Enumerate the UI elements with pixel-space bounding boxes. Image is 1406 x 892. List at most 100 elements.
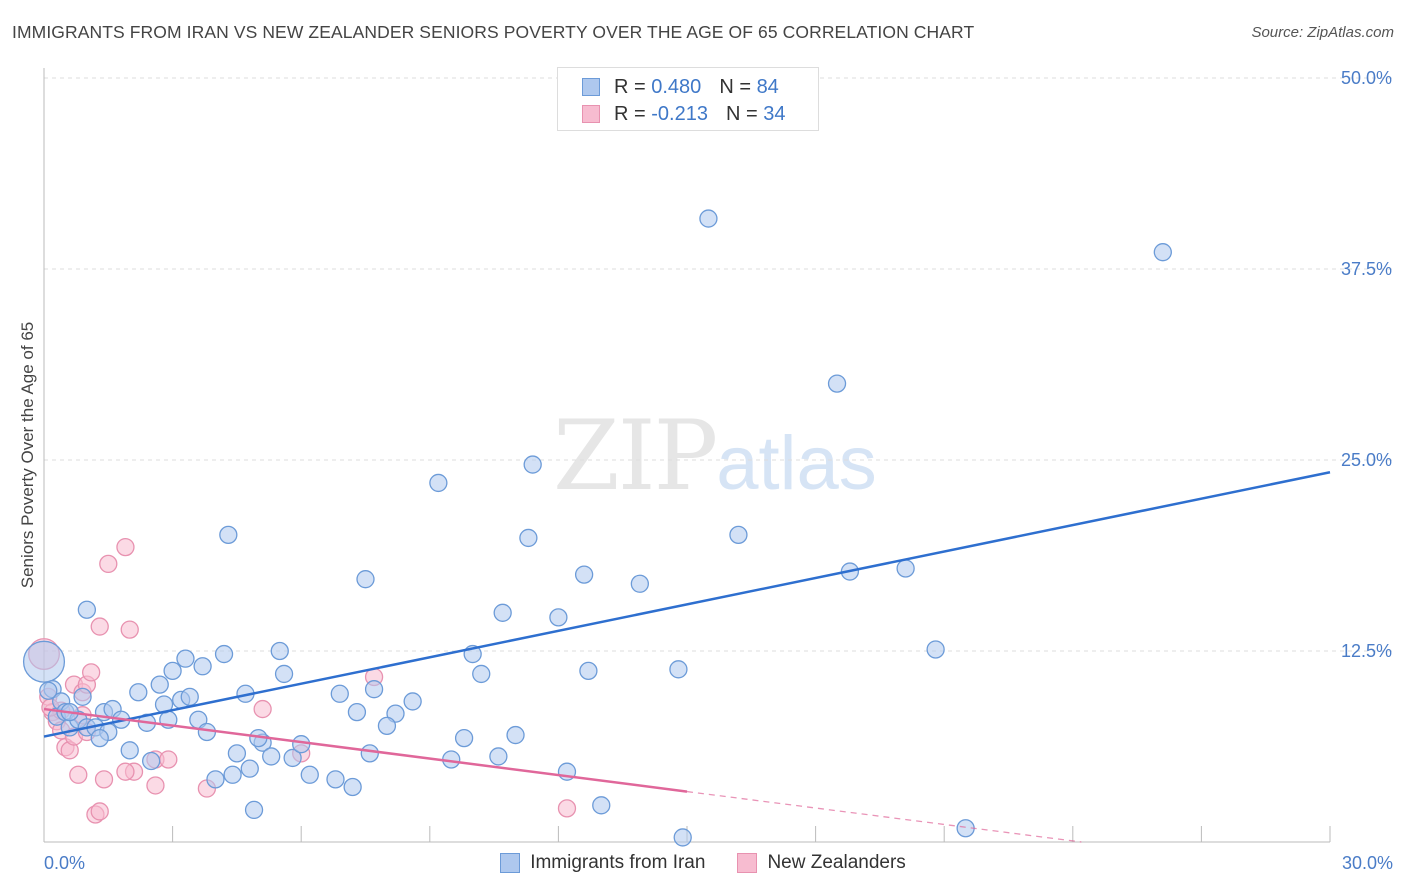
iran-trend-line	[43, 470, 1331, 738]
source-label: Source: ZipAtlas.com	[1251, 24, 1394, 41]
iran-point	[472, 664, 491, 684]
iran-point	[729, 525, 748, 545]
iran-point	[262, 747, 281, 766]
iran-point	[489, 747, 508, 766]
legend-r-label: R =	[614, 75, 646, 98]
legend-n-value: 84	[756, 75, 779, 98]
iran-point	[163, 661, 182, 681]
iran-point	[270, 641, 289, 661]
iran-point	[206, 770, 225, 789]
series-name-nz: New Zealanders	[767, 852, 906, 873]
legend-swatch-iran	[582, 78, 600, 96]
series-legend-iran[interactable]: Immigrants from Iran	[500, 852, 705, 874]
iran-point	[630, 574, 649, 593]
iran-point	[343, 777, 362, 797]
chart-title: IMMIGRANTS FROM IRAN VS NEW ZEALANDER SE…	[12, 22, 975, 42]
nz-point	[146, 776, 165, 795]
iran-point	[22, 640, 66, 683]
legend-r-value: 0.480	[651, 75, 702, 98]
nz-point	[90, 617, 109, 636]
legend-n-label: N =	[725, 102, 758, 125]
series-swatch-nz	[737, 853, 758, 873]
x-tick-label-min: 0.0%	[44, 853, 85, 873]
legend-n-label: N =	[719, 75, 751, 98]
iran-point	[214, 644, 234, 664]
nz-point	[120, 620, 139, 639]
legend-n-value: 34	[763, 102, 786, 125]
iran-point	[90, 728, 109, 748]
iran-point	[377, 716, 397, 736]
iran-point	[142, 751, 161, 771]
iran-point	[176, 649, 195, 668]
iran-point	[579, 661, 598, 681]
series-swatch-iran	[500, 853, 521, 873]
iran-point	[364, 680, 384, 699]
iran-point	[360, 744, 379, 763]
watermark: ZIPatlas	[553, 400, 877, 512]
iran-point	[549, 608, 568, 627]
series-name-iran: Immigrants from Iran	[530, 852, 706, 873]
legend-r-label: R =	[614, 102, 646, 125]
iran-point	[244, 800, 264, 820]
nz-trend-line	[43, 707, 688, 793]
iran-point	[223, 765, 242, 784]
iran-point	[454, 728, 474, 748]
iran-point	[1153, 243, 1172, 262]
nz-point	[557, 799, 577, 818]
iran-point	[240, 759, 259, 778]
iran-point	[39, 681, 58, 700]
iran-point	[493, 603, 512, 622]
nz-point	[90, 802, 109, 821]
nz-point	[253, 699, 272, 719]
iran-point	[193, 657, 212, 676]
iran-point	[506, 725, 525, 745]
iran-point	[150, 675, 169, 694]
iran-point	[574, 565, 594, 584]
watermark-zip: ZIP	[553, 400, 718, 512]
y-tick-label: 25.0%	[1341, 450, 1392, 470]
legend-row-nz: R = -0.213 N = 34	[582, 102, 785, 126]
iran-point	[283, 748, 302, 768]
iran-point	[180, 687, 199, 706]
iran-point	[129, 683, 148, 702]
nz-point	[69, 765, 88, 784]
iran-point	[300, 765, 319, 784]
nz-point	[116, 762, 135, 781]
nz-point	[94, 770, 114, 789]
nz-point	[99, 554, 118, 574]
iran-point	[347, 702, 367, 722]
series-legend-nz[interactable]: New Zealanders	[737, 852, 906, 874]
watermark-atlas: atlas	[716, 421, 877, 506]
iran-point	[592, 796, 611, 815]
iran-point	[120, 741, 139, 760]
legend-swatch-nz	[582, 105, 600, 123]
y-tick-label: 12.5%	[1341, 641, 1392, 661]
iran-point	[523, 455, 542, 474]
iran-point	[699, 209, 718, 228]
legend-row-iran: R = 0.480 N = 84	[582, 75, 779, 99]
y-tick-label: 50.0%	[1341, 68, 1392, 88]
iran-point	[274, 664, 294, 684]
nz-point	[82, 663, 101, 682]
nz-trend-extension	[686, 790, 1082, 843]
iran-point	[77, 600, 97, 619]
iran-point	[356, 570, 375, 589]
legend-r-value: -0.213	[651, 102, 708, 125]
iran-point	[219, 525, 238, 545]
series-legend: Immigrants from Iran New Zealanders	[0, 852, 1406, 874]
iran-point	[73, 687, 92, 706]
iran-point	[429, 473, 448, 493]
iran-point	[330, 684, 349, 703]
y-tick-label: 37.5%	[1341, 259, 1392, 279]
iran-point	[403, 692, 422, 711]
iran-point	[673, 828, 692, 847]
x-tick-label-max: 30.0%	[1342, 853, 1393, 873]
iran-point	[227, 744, 247, 763]
correlation-legend: R = 0.480 N = 84 R = -0.213 N = 34	[557, 67, 819, 131]
iran-point	[669, 660, 688, 679]
iran-point	[519, 528, 538, 548]
iran-point	[827, 374, 847, 393]
iran-point	[896, 559, 915, 578]
nz-point	[116, 537, 135, 557]
